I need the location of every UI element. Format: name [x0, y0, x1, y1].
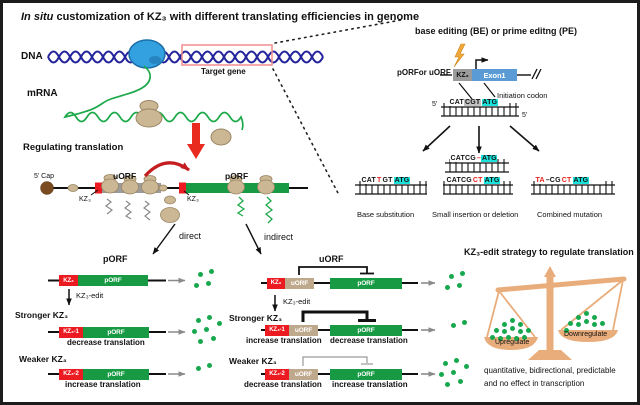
tss-arrow	[475, 57, 489, 69]
gene-break-slashes	[531, 68, 542, 80]
uorf-box-indirect-base: uORF	[285, 277, 314, 289]
strategy-summary-line1: quantitative, bidirectional, predictable	[484, 366, 616, 375]
rna-polymerase-icon	[128, 39, 166, 69]
title-italic: In situ	[21, 11, 54, 23]
repression-tbar-base	[298, 266, 374, 275]
editing-panel-art	[355, 43, 615, 195]
porf-box-indirect-stronger: pORF	[330, 324, 402, 336]
ribosome-icon	[135, 100, 163, 128]
five-prime-left-label: 5'	[432, 101, 438, 108]
outcome-indel-label: Small insertion or deletion	[432, 210, 519, 219]
stronger-kz3-indirect-label: Stronger KZ₃	[229, 313, 283, 323]
outcome-base-substitution-label: Base substitution	[357, 210, 415, 219]
kz3-1-box-indirect: KZ₃-1	[265, 324, 289, 336]
red-down-arrow	[187, 123, 205, 159]
five-prime-right-label: 5'	[522, 112, 528, 119]
initiation-codon-label: Initiation codon	[497, 91, 548, 100]
zoom-connector-lines	[272, 19, 402, 196]
kz3-1-box-direct: KZ₃-1	[59, 326, 83, 338]
mrna-label: mRNA	[27, 88, 58, 99]
porf-box-indirect-weaker: pORF	[330, 368, 402, 380]
five-cap-label: 5' Cap	[34, 173, 55, 180]
regulating-heading: Regulating translation	[23, 142, 124, 153]
indirect-label: indirect	[264, 232, 294, 242]
figure-title: In situ customization of KZ₃ with differ…	[21, 11, 419, 23]
porf-box-direct-stronger: pORF	[83, 326, 149, 338]
kz3-2-box-direct: KZ₃-2	[59, 368, 83, 380]
indirect-stronger-uorf-note: increase translation	[246, 336, 322, 345]
porf-schematic-label: pORF	[225, 171, 249, 181]
uorf-box-indirect-weaker: uORF	[289, 368, 318, 380]
target-gene-box	[181, 44, 273, 66]
indirect-weaker-uorf-note: decrease translation	[244, 380, 322, 389]
regulating-schematic	[40, 161, 308, 255]
sequence-base-substitution: CAT T GT ATG	[361, 177, 410, 184]
direct-column-heading: pORF	[103, 254, 128, 264]
dna-helix	[47, 50, 324, 64]
porf-box-indirect-base: pORF	[330, 277, 402, 289]
direct-weaker-note: increase translation	[65, 380, 141, 389]
ribosome-subunit-icon	[210, 128, 232, 146]
porf-box-direct-weaker: pORF	[83, 368, 149, 380]
uorf-box-indirect-stronger: uORF	[289, 324, 318, 336]
strategy-heading: KZ₃-edit strategy to regulate translatio…	[464, 247, 634, 257]
direct-stronger-note: decrease translation	[67, 338, 145, 347]
indirect-weaker-porf-note: increase translation	[332, 380, 408, 389]
kz3-2-box-indirect: KZ₃-2	[265, 368, 289, 380]
indirect-branch-arrow	[245, 223, 262, 255]
indirect-column-heading: uORF	[319, 254, 344, 264]
weaker-kz3-indirect-label: Weaker KZ₃	[229, 356, 277, 366]
indirect-stronger-porf-note: decrease translation	[330, 336, 408, 345]
target-gene-label: Target gene	[201, 67, 246, 76]
title-rest: customization of KZ₃ with different tran…	[53, 11, 420, 23]
weaker-kz3-direct-label: Weaker KZ₃	[19, 354, 67, 364]
downregulate-label: Downregulate	[564, 331, 608, 338]
kz3-edit-label-direct: KZ₃-edit	[76, 291, 104, 300]
editing-heading: base editing (BE) or prime editng (PE)	[415, 26, 578, 36]
strategy-summary-line2: and no effect in transcription	[484, 379, 585, 388]
gene-label: pORFor uORF	[397, 68, 451, 77]
uorf-schematic-label: uORF	[113, 171, 137, 181]
sequence-initiation: CAT CGT ATG	[449, 99, 498, 106]
kz3-porf-label: KZ₃	[187, 196, 199, 203]
repression-tbar-weak	[302, 356, 373, 366]
upregulate-label: Upregulate	[495, 339, 530, 346]
sequence-deletion: CATCG – ATG	[450, 155, 498, 162]
ladder-initiation	[441, 103, 519, 117]
five-cap-icon	[40, 181, 54, 195]
lightning-icon	[453, 43, 466, 68]
outcome-combined-label: Combined mutation	[537, 210, 603, 219]
reinitiation-arrow	[143, 161, 190, 178]
kz3-edit-label-indirect: KZ₃-edit	[283, 297, 311, 306]
kz3-box-indirect-base: KZ₃	[267, 277, 285, 289]
mrna-strand	[63, 65, 244, 131]
exon1-box: Exon1	[472, 69, 517, 81]
sequence-combined: TA –CG CT ATG	[535, 177, 589, 184]
dna-label: DNA	[21, 51, 43, 62]
sequence-insertion: CATCG CT ATG	[446, 177, 500, 184]
repression-tbar-strong	[301, 310, 376, 322]
stronger-kz3-direct-label: Stronger KZ₃	[15, 310, 69, 320]
direct-label: direct	[179, 231, 202, 241]
balance-scale	[484, 266, 627, 360]
kz3-box-direct-base: KZ₃	[59, 275, 78, 286]
kz3-gene-box: KZ₃	[453, 69, 472, 81]
kz3-uorf-label: KZ₃	[79, 196, 91, 203]
porf-box-direct-base: pORF	[78, 275, 148, 286]
direct-branch-arrow	[152, 223, 176, 255]
